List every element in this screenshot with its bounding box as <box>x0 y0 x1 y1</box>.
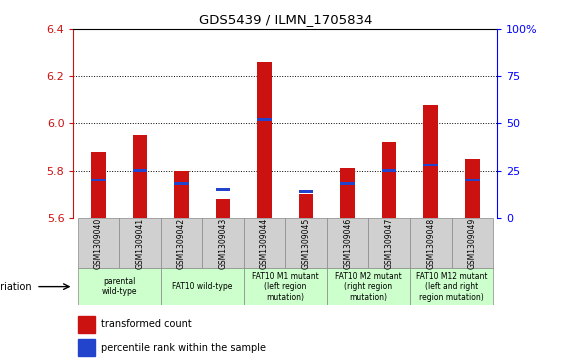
Text: GSM1309048: GSM1309048 <box>426 217 435 269</box>
Bar <box>340 183 355 185</box>
Bar <box>368 218 410 268</box>
Bar <box>91 179 106 182</box>
Text: GSM1309043: GSM1309043 <box>219 217 228 269</box>
Bar <box>174 183 189 185</box>
Bar <box>174 171 189 218</box>
Text: GSM1309049: GSM1309049 <box>468 217 477 269</box>
Text: genotype/variation: genotype/variation <box>0 282 32 291</box>
Bar <box>133 169 147 172</box>
Bar <box>299 190 314 193</box>
Text: percentile rank within the sample: percentile rank within the sample <box>101 343 266 353</box>
Bar <box>216 199 231 218</box>
Bar <box>257 62 272 218</box>
Bar <box>119 218 160 268</box>
Bar <box>423 164 438 166</box>
Text: FAT10 M2 mutant
(right region
mutation): FAT10 M2 mutant (right region mutation) <box>335 272 402 302</box>
Text: FAT10 M12 mutant
(left and right
region mutation): FAT10 M12 mutant (left and right region … <box>416 272 487 302</box>
Bar <box>451 218 493 268</box>
Title: GDS5439 / ILMN_1705834: GDS5439 / ILMN_1705834 <box>199 13 372 26</box>
Text: GSM1309045: GSM1309045 <box>302 217 311 269</box>
Bar <box>285 218 327 268</box>
Text: GSM1309042: GSM1309042 <box>177 217 186 269</box>
Bar <box>327 218 368 268</box>
Text: GSM1309047: GSM1309047 <box>385 217 394 269</box>
Bar <box>216 188 231 191</box>
Bar <box>340 168 355 218</box>
Text: GSM1309044: GSM1309044 <box>260 217 269 269</box>
Bar <box>77 268 160 305</box>
Bar <box>77 218 119 268</box>
Bar <box>244 268 327 305</box>
Text: GSM1309046: GSM1309046 <box>343 217 352 269</box>
Bar <box>410 218 451 268</box>
Bar <box>78 339 95 356</box>
Text: GSM1309041: GSM1309041 <box>136 217 145 269</box>
Bar <box>465 159 480 218</box>
Bar <box>327 268 410 305</box>
Text: GSM1309040: GSM1309040 <box>94 217 103 269</box>
Bar <box>382 142 397 218</box>
Bar <box>91 152 106 218</box>
Bar <box>160 268 244 305</box>
Bar <box>382 169 397 172</box>
Bar <box>160 218 202 268</box>
Bar <box>423 105 438 218</box>
Bar <box>257 118 272 121</box>
Bar <box>133 135 147 218</box>
Text: FAT10 M1 mutant
(left region
mutation): FAT10 M1 mutant (left region mutation) <box>252 272 319 302</box>
Bar <box>299 194 314 218</box>
Bar <box>465 179 480 182</box>
Bar <box>244 218 285 268</box>
Bar <box>410 268 493 305</box>
Bar <box>202 218 244 268</box>
Text: parental
wild-type: parental wild-type <box>101 277 137 296</box>
Bar <box>78 315 95 333</box>
Text: FAT10 wild-type: FAT10 wild-type <box>172 282 232 291</box>
Text: transformed count: transformed count <box>101 319 192 329</box>
